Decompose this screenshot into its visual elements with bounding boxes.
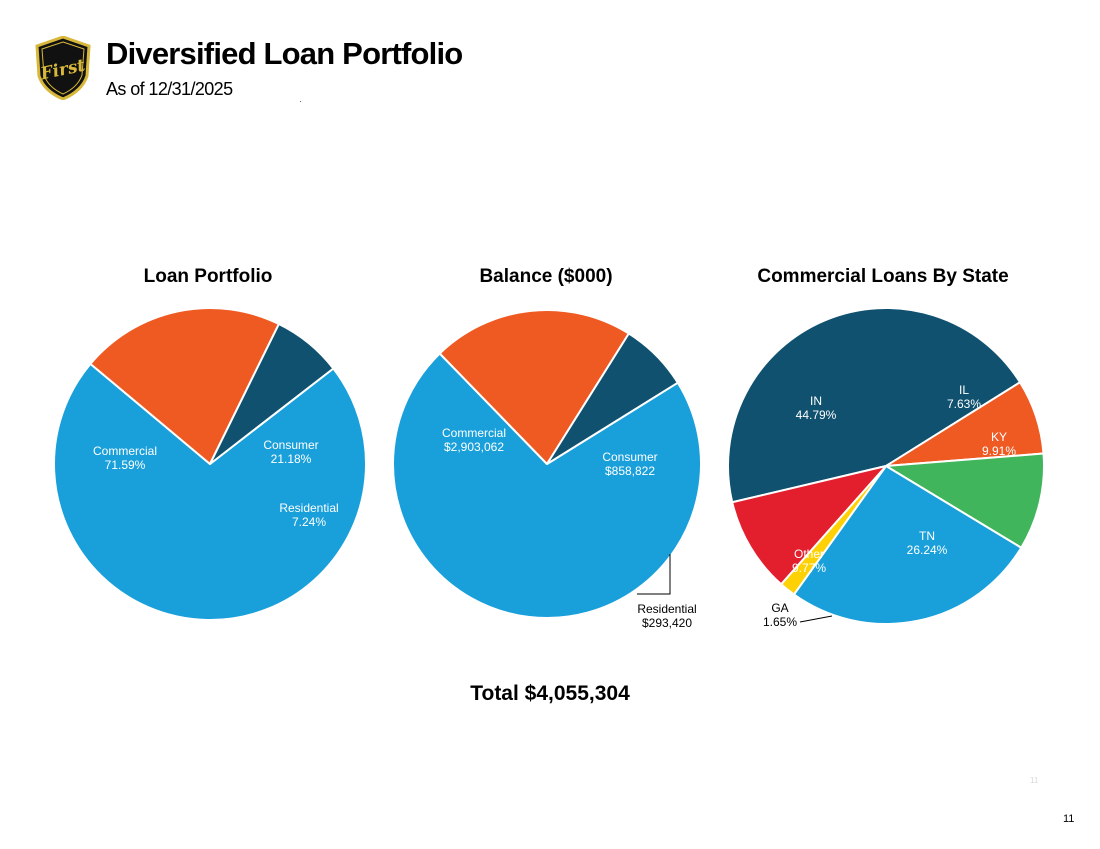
- data-label-residential: Residential $293,420: [637, 602, 696, 630]
- data-label-consumer: Consumer $858,822: [602, 450, 657, 478]
- slice-commercial: [392, 352, 702, 619]
- page-subtitle: As of 12/31/2025: [106, 79, 233, 99]
- data-label-commercial: Commercial $2,903,062: [442, 426, 506, 454]
- data-label-commercial: Commercial 71.59%: [93, 444, 157, 472]
- pie-balance-000-: Commercial $2,903,062 Consumer $858,822 Resi…: [392, 309, 702, 630]
- ghost-page-number: 11: [1030, 776, 1039, 785]
- data-label-ga: GA 1.65%: [763, 601, 797, 629]
- data-label-in: IN 44.79%: [796, 394, 837, 422]
- chart-title-loan-portfolio: Loan Portfolio: [143, 266, 273, 287]
- slice-tn: [792, 465, 1023, 625]
- slice-residential: [546, 332, 679, 465]
- page-number: 11: [1063, 813, 1075, 825]
- data-label-consumer: Consumer 21.18%: [263, 438, 318, 466]
- slice-in: [727, 307, 1021, 504]
- slice-other: [731, 465, 887, 586]
- slice-ky: [885, 452, 1045, 549]
- chart-title-commercial-by-state: Commercial Loans By State: [757, 266, 1009, 287]
- data-label-il: IL 7.63%: [947, 383, 981, 411]
- slice-consumer: [89, 307, 280, 465]
- data-label-residential: Residential 7.24%: [279, 501, 338, 529]
- leader-line-residential: [637, 554, 671, 595]
- total-label: Total: [470, 682, 519, 705]
- pie-commercial-loans-by-state: IN 44.79% IL 7.63%KY 9.91% TN 26.24% GA 1.65% Oth…: [727, 307, 1045, 629]
- slice-residential: [209, 323, 335, 465]
- total-value: $4,055,304: [524, 682, 630, 705]
- leader-line-ga: [799, 615, 833, 623]
- slice-consumer: [438, 309, 630, 465]
- data-label-other: Other 9.77%: [792, 547, 826, 575]
- total-line: Total $4,055,304: [0, 682, 1100, 706]
- data-label-ky: KY 9.91%: [982, 430, 1016, 458]
- slice-commercial: [53, 362, 368, 621]
- page-title: Diversified Loan Portfolio: [106, 36, 463, 71]
- first-logo: First: [35, 36, 91, 100]
- data-label-tn: TN 26.24%: [907, 529, 948, 557]
- stray-dot: [300, 101, 301, 102]
- pie-loan-portfolio: Commercial 71.59% Consumer 21.18% Residentia…: [53, 307, 368, 621]
- chart-title-balance: Balance ($000): [479, 266, 613, 287]
